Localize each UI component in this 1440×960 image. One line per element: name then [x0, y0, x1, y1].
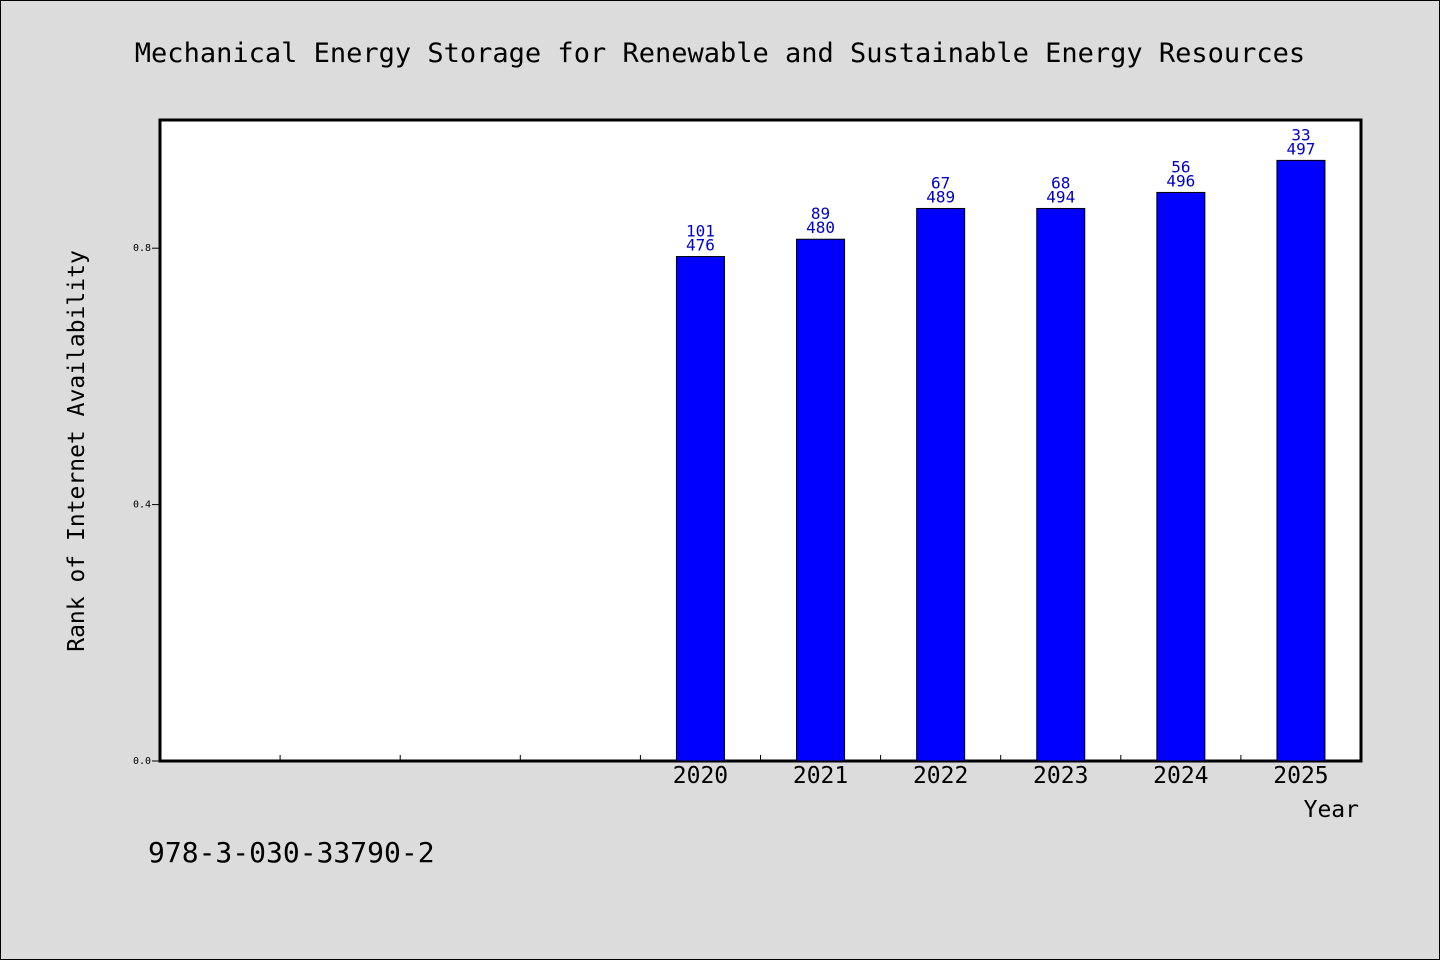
bar-label-bottom: 494: [1046, 187, 1075, 206]
bar-2024: [1156, 191, 1206, 762]
bar-label-bottom: 480: [806, 218, 835, 237]
x-axis-label: Year: [1304, 797, 1359, 823]
x-tick-label: 2022: [913, 763, 968, 789]
bar-label-top: 33: [1291, 125, 1310, 144]
x-tick-label: 2021: [793, 763, 848, 789]
chart-title: Mechanical Energy Storage for Renewable …: [135, 38, 1305, 69]
bar-label-top: 56: [1171, 157, 1190, 176]
isbn-label: 978-3-030-33790-2: [148, 836, 435, 869]
bar-label-top: 101: [686, 222, 715, 241]
x-axis-ticks: [279, 755, 1242, 761]
bar-2022: [916, 207, 966, 762]
bar-label-top: 67: [931, 173, 950, 192]
bar-label-top: 89: [811, 204, 830, 223]
bar-label-bottom: 497: [1286, 139, 1315, 158]
x-tick-labels: 2020 2021 2022 2023 2024 2025: [673, 763, 1329, 789]
bar-2021: [796, 238, 846, 762]
y-tick-label: 0.4: [133, 500, 151, 511]
y-tick-label: 0.8: [133, 243, 151, 254]
x-tick-label: 2020: [673, 763, 728, 789]
y-tick-label: 0.0: [133, 756, 151, 767]
bar-2020: [675, 256, 725, 762]
x-tick-label: 2024: [1153, 763, 1208, 789]
bars: [675, 159, 1326, 762]
bar-2025: [1276, 159, 1326, 762]
y-axis-label: Rank of Internet Availability: [64, 250, 90, 652]
bar-label-top: 68: [1051, 173, 1070, 192]
x-tick-label: 2025: [1273, 763, 1328, 789]
y-axis-ticks: 0.0 0.4 0.8: [133, 243, 160, 767]
x-tick-label: 2023: [1033, 763, 1088, 789]
bar-label-bottom: 496: [1166, 171, 1195, 190]
bar-2023: [1036, 207, 1086, 762]
bar-label-bottom: 489: [926, 187, 955, 206]
bar-label-bottom: 476: [686, 236, 715, 255]
